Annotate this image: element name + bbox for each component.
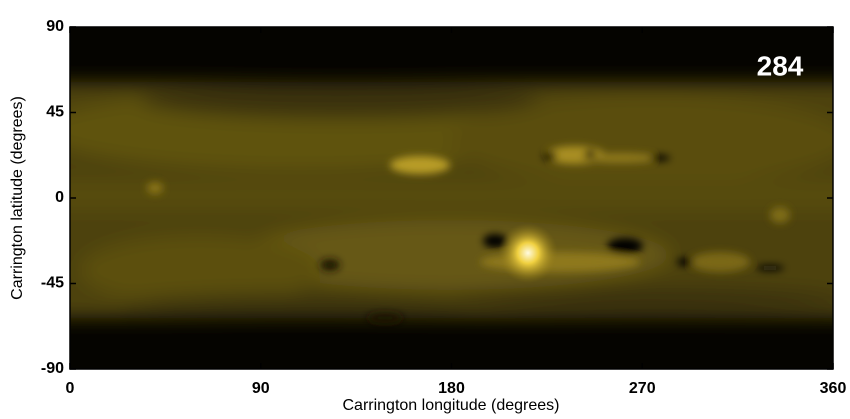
x-tick-label: 0	[66, 380, 75, 397]
y-tick-label: -45	[41, 275, 64, 292]
y-tick-label: 0	[55, 189, 64, 206]
y-axis-label: Carrington latitude (degrees)	[9, 96, 26, 300]
solar-map	[70, 27, 833, 369]
x-tick-label: 90	[252, 380, 270, 397]
x-tick-label: 270	[629, 380, 656, 397]
x-axis-label: Carrington longitude (degrees)	[342, 397, 559, 414]
y-tick-label: -90	[41, 360, 64, 377]
y-tick-label: 45	[46, 104, 64, 121]
map-annotation: 284	[757, 50, 804, 81]
map-band	[70, 82, 833, 318]
y-tick-label: 90	[46, 18, 64, 35]
x-tick-label: 360	[820, 380, 847, 397]
bright-region	[498, 223, 558, 283]
x-tick-label: 180	[438, 380, 465, 397]
